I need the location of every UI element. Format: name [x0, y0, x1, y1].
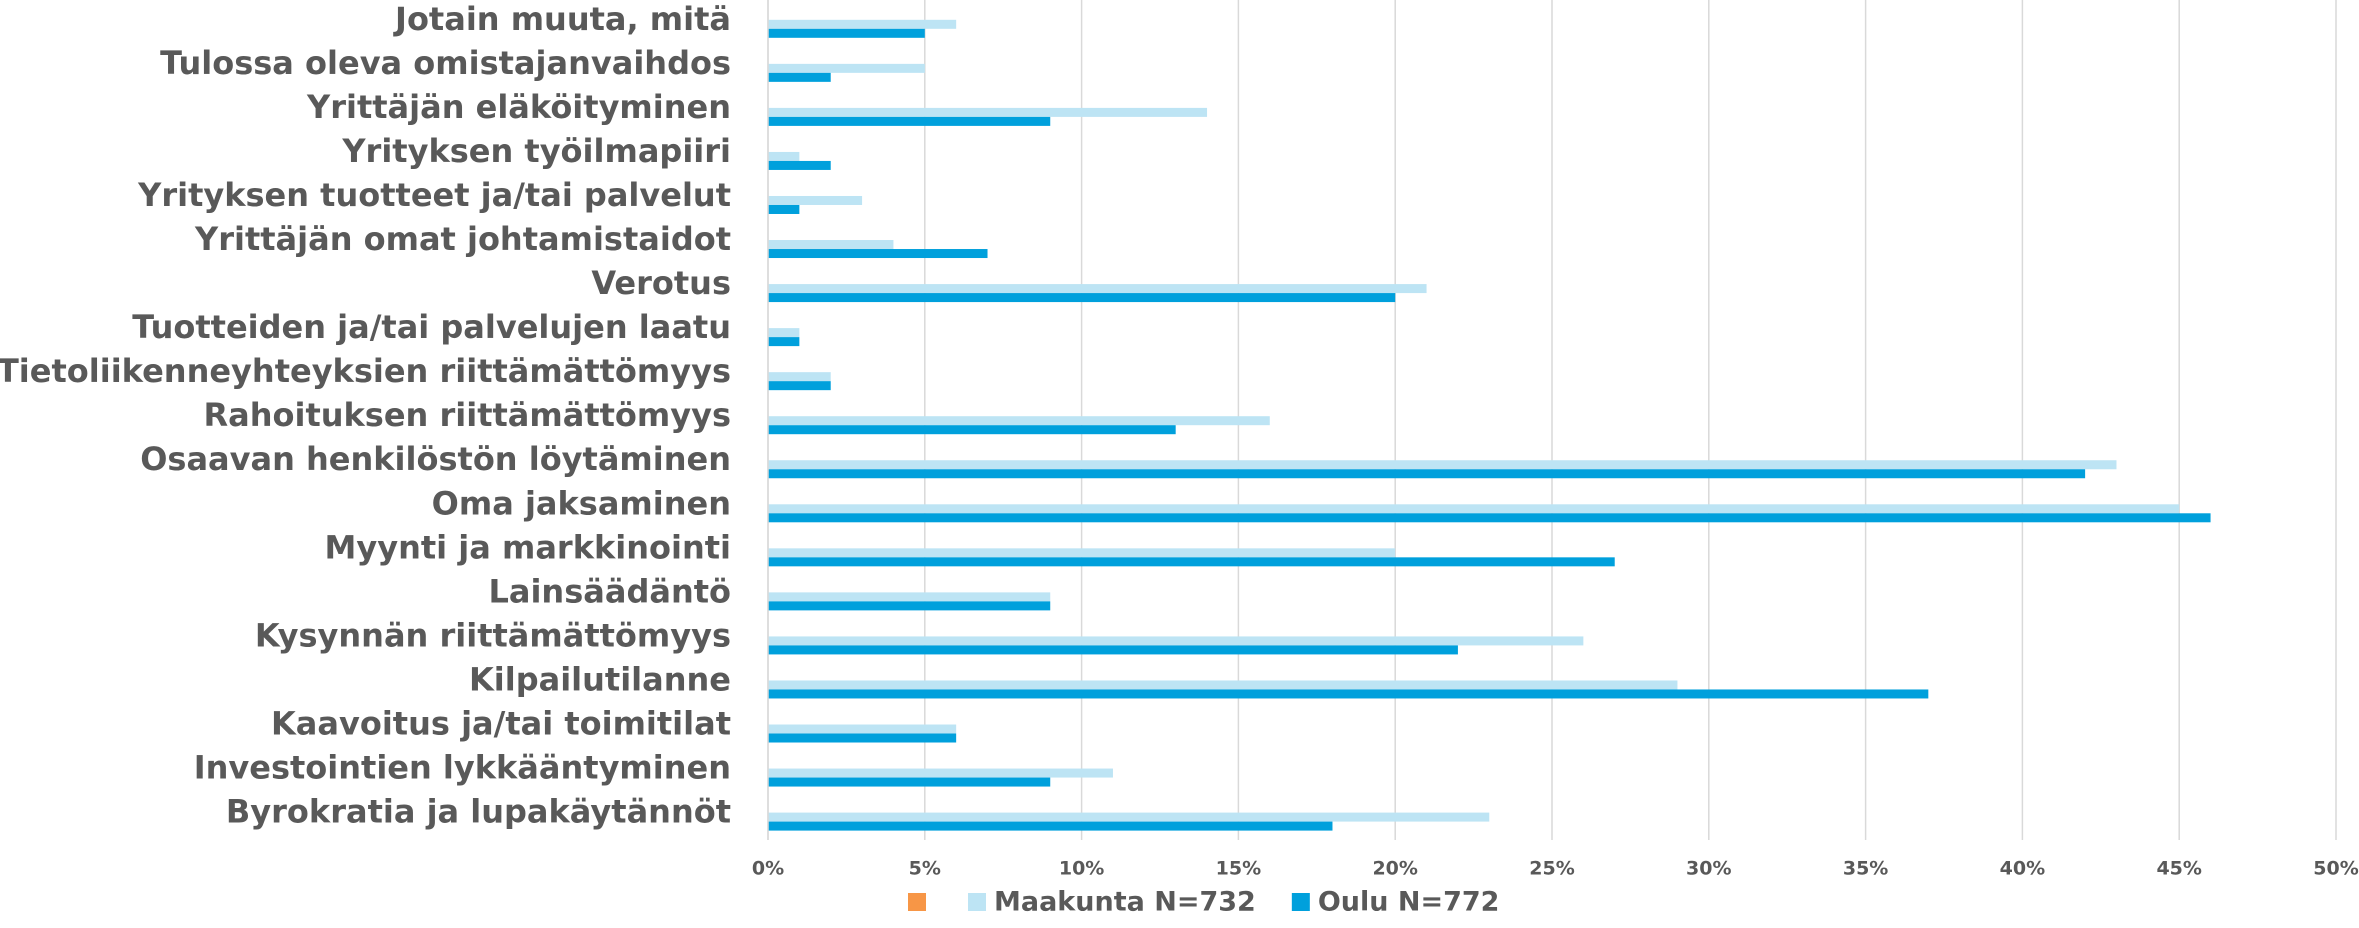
- bar: [768, 733, 957, 743]
- legend-swatch: [1291, 893, 1310, 911]
- bar: [768, 768, 1113, 778]
- y-tick-label: Tuotteiden ja/tai palvelujen laatu: [132, 308, 731, 346]
- y-tick-label: Jotain muuta, mitä: [393, 0, 731, 38]
- legend-swatch: [908, 893, 926, 911]
- legend-swatch: [968, 893, 986, 911]
- x-tick-label: 40%: [2000, 858, 2045, 880]
- bar: [768, 293, 1396, 303]
- y-tick-label: Oma jaksaminen: [432, 484, 731, 522]
- bar: [768, 337, 800, 347]
- bar: [768, 636, 1584, 646]
- bar: [768, 592, 1051, 602]
- bar: [768, 680, 1678, 690]
- y-tick-label: Lainsäädäntö: [488, 572, 731, 610]
- y-tick-label: Rahoituksen riittämättömyys: [203, 396, 731, 434]
- bar: [768, 63, 925, 73]
- bar: [768, 469, 2086, 479]
- bar: [768, 416, 1270, 426]
- bar: [768, 107, 1208, 117]
- bar: [768, 777, 1051, 787]
- bar: [768, 19, 957, 29]
- bar: [768, 548, 1396, 558]
- bar: [768, 249, 988, 259]
- x-tick-label: 30%: [1686, 858, 1731, 880]
- y-tick-label: Tietoliikenneyhteyksien riittämättömyys: [0, 352, 731, 390]
- y-tick-label: Kaavoitus ja/tai toimitilat: [271, 705, 731, 743]
- bar: [768, 372, 831, 382]
- bar: [768, 601, 1051, 611]
- legend-label: Maakunta N=732: [994, 887, 1256, 918]
- x-tick-label: 50%: [2313, 858, 2358, 880]
- bar: [768, 645, 1458, 655]
- bar: [768, 689, 1929, 699]
- y-tick-label: Verotus: [591, 264, 731, 302]
- x-tick-label: 0%: [752, 858, 784, 880]
- y-tick-label: Kysynnän riittämättömyys: [255, 616, 731, 654]
- bar: [768, 504, 2180, 514]
- x-tick-label: 10%: [1059, 858, 1104, 880]
- x-tick-label: 45%: [2156, 858, 2201, 880]
- bar: [768, 151, 800, 161]
- bar: [768, 195, 863, 205]
- bar: [768, 284, 1427, 294]
- y-tick-label: Yrittäjän omat johtamistaidot: [194, 220, 731, 258]
- bar: [768, 381, 831, 391]
- x-tick-label: 20%: [1372, 858, 1417, 880]
- y-tick-label: Yrittäjän eläköityminen: [306, 88, 731, 126]
- x-tick-label: 25%: [1529, 858, 1574, 880]
- y-tick-label: Investointien lykkääntyminen: [194, 749, 731, 787]
- bar: [768, 160, 831, 170]
- bar: [768, 72, 831, 82]
- x-tick-label: 5%: [909, 858, 941, 880]
- y-tick-label: Kilpailutilanne: [469, 660, 731, 698]
- bar: [768, 812, 1490, 822]
- bar: [768, 821, 1333, 831]
- y-tick-label: Byrokratia ja lupakäytännöt: [226, 793, 731, 831]
- bar: [768, 240, 894, 250]
- bar: [768, 724, 957, 734]
- y-tick-label: Myynti ja markkinointi: [325, 528, 731, 566]
- y-tick-label: Tulossa oleva omistajanvaihdos: [160, 44, 731, 82]
- x-tick-label: 15%: [1216, 858, 1261, 880]
- bar: [768, 460, 2117, 470]
- x-tick-label: 35%: [1843, 858, 1888, 880]
- bar: [768, 204, 800, 214]
- y-tick-label: Osaavan henkilöstön löytäminen: [140, 440, 731, 478]
- y-tick-label: Yrityksen työilmapiiri: [341, 132, 731, 170]
- y-tick-label: Yrityksen tuotteet ja/tai palvelut: [137, 176, 731, 214]
- bar: [768, 328, 800, 338]
- bar: [768, 28, 925, 38]
- bar: [768, 116, 1051, 126]
- legend-label: Oulu N=772: [1318, 887, 1500, 918]
- bar: [768, 557, 1615, 567]
- bar: [768, 513, 2211, 523]
- bar: [768, 425, 1176, 435]
